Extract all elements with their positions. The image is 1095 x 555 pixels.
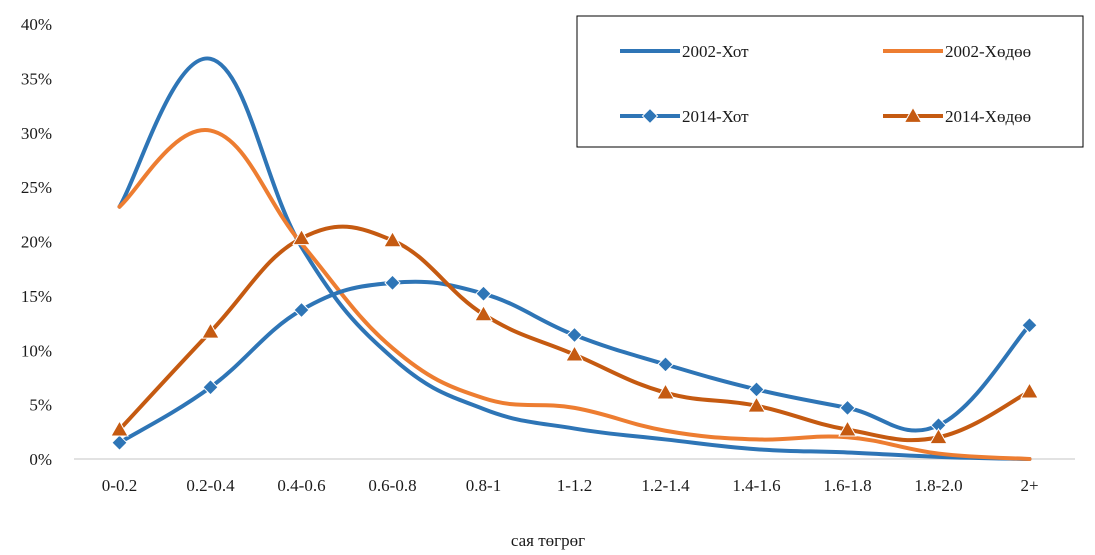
data-point-marker — [656, 383, 675, 400]
series-4 — [110, 224, 1039, 445]
legend-entry: 2014-Хөдөө — [883, 106, 1031, 126]
data-point-marker — [839, 399, 856, 417]
x-axis: 0-0.2 0.2-0.4 0.4-0.6 0.6-0.8 0.8-1 1-1.2 1.2-… — [102, 476, 1039, 495]
data-point-marker — [384, 274, 401, 292]
y-tick-label: 15% — [21, 287, 52, 306]
legend-marker — [903, 106, 923, 123]
y-tick-label: 25% — [21, 178, 52, 197]
data-point-marker — [475, 285, 492, 302]
x-tick-label: 1.2-1.4 — [641, 476, 690, 495]
data-point-marker — [111, 434, 128, 451]
data-point-marker — [1021, 317, 1038, 334]
x-tick-label: 0.6-0.8 — [368, 476, 416, 495]
data-point-marker — [293, 301, 310, 319]
data-point-marker — [748, 381, 765, 398]
x-tick-label: 1-1.2 — [557, 476, 592, 495]
y-tick-label: 30% — [21, 124, 52, 143]
y-tick-label: 10% — [21, 341, 52, 360]
legend-label: 2002-Хөдөө — [945, 42, 1031, 61]
data-point-marker — [110, 420, 129, 437]
series-line — [117, 279, 1032, 445]
x-tick-label: 1.6-1.8 — [823, 476, 871, 495]
data-point-marker — [566, 326, 583, 344]
x-tick-label: 1.4-1.6 — [732, 476, 780, 495]
y-axis: 0% 5% 10% 15% 20% 25% 30% 35% 40% — [21, 15, 52, 469]
data-point-marker — [201, 322, 220, 339]
legend-entry: 2002-Хот — [620, 42, 749, 61]
data-point-marker — [292, 228, 311, 246]
x-tick-label: 2+ — [1020, 476, 1038, 495]
series-line — [117, 128, 1032, 461]
series-3 — [111, 274, 1038, 451]
series-line — [117, 224, 1032, 443]
x-tick-label: 0.2-0.4 — [186, 476, 235, 495]
data-point-marker — [1020, 382, 1039, 399]
legend-entry: 2014-Хот — [620, 107, 749, 126]
data-point-marker — [747, 396, 766, 413]
x-tick-label: 0.4-0.6 — [277, 476, 325, 495]
data-point-marker — [838, 420, 857, 437]
legend-box — [576, 15, 1084, 148]
y-tick-label: 20% — [21, 233, 52, 252]
data-point-marker — [474, 304, 493, 322]
series-line — [117, 56, 1032, 461]
data-point-marker — [565, 345, 584, 362]
y-tick-label: 35% — [21, 69, 52, 88]
legend-label: 2014-Хот — [682, 107, 749, 126]
data-point-marker — [202, 379, 219, 396]
legend-label: 2014-Хөдөө — [945, 107, 1031, 126]
y-tick-label: 40% — [21, 15, 52, 34]
x-tick-label: 0.8-1 — [466, 476, 501, 495]
series-2 — [117, 128, 1032, 461]
series-1 — [117, 56, 1032, 461]
y-tick-label: 5% — [29, 396, 52, 415]
legend: 2002-Хот 2002-Хөдөө 2014-Хот 2014-Хөдөө — [576, 15, 1084, 148]
x-tick-label: 1.8-2.0 — [914, 476, 962, 495]
y-tick-label: 0% — [29, 450, 52, 469]
x-axis-title: сая төгрөг — [511, 531, 585, 550]
data-point-marker — [929, 427, 948, 445]
data-point-marker — [383, 230, 402, 248]
x-tick-label: 0-0.2 — [102, 476, 137, 495]
series-layer — [110, 56, 1039, 461]
legend-entry: 2002-Хөдөө — [883, 42, 1031, 61]
legend-label: 2002-Хот — [682, 42, 749, 61]
legend-marker — [641, 107, 659, 125]
data-point-marker — [657, 356, 674, 373]
